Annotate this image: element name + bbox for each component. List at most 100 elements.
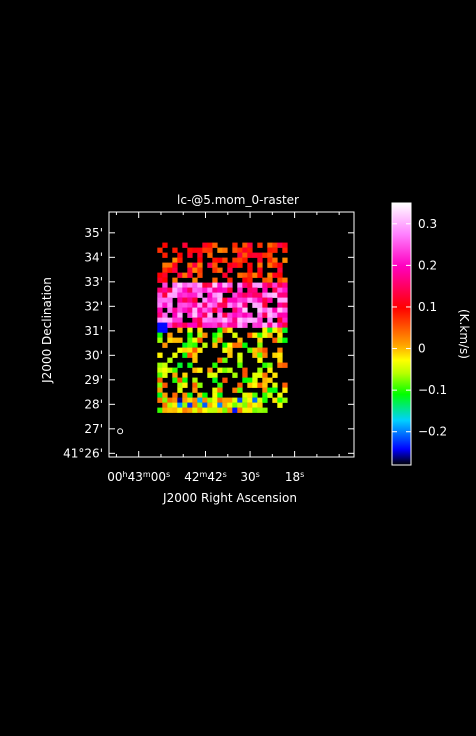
heatmap-cell	[237, 307, 243, 313]
y-tick-label: 34'	[84, 250, 103, 264]
heatmap-cell	[192, 397, 198, 403]
heatmap-cell	[192, 342, 198, 348]
heatmap-cell	[177, 327, 183, 333]
heatmap-cell	[197, 317, 203, 323]
heatmap-cell	[277, 312, 283, 318]
heatmap-cell	[277, 332, 283, 338]
heatmap-cell	[262, 292, 268, 298]
heatmap-cell	[197, 397, 203, 403]
heatmap-cell	[202, 392, 208, 398]
heatmap-cell	[192, 292, 198, 298]
heatmap-image	[157, 242, 288, 413]
heatmap-cell	[207, 407, 213, 413]
heatmap-cell	[262, 297, 268, 303]
heatmap-cell	[162, 397, 168, 403]
heatmap-cell	[212, 332, 218, 338]
heatmap-cell	[182, 407, 188, 413]
heatmap-cell	[217, 267, 223, 273]
heatmap-cell	[257, 407, 263, 413]
heatmap-cell	[172, 262, 178, 268]
heatmap-cell	[222, 342, 228, 348]
heatmap-cell	[172, 267, 178, 273]
heatmap-cell	[162, 242, 168, 248]
heatmap-cell	[197, 382, 203, 388]
heatmap-cell	[282, 247, 288, 253]
heatmap-cell	[257, 367, 263, 373]
heatmap-cell	[262, 322, 268, 328]
heatmap-cell	[187, 327, 193, 333]
heatmap-cell	[257, 262, 263, 268]
heatmap-cell	[242, 252, 248, 258]
heatmap-cell	[272, 247, 278, 253]
heatmap-cell	[182, 342, 188, 348]
heatmap-cell	[282, 282, 288, 288]
heatmap-cell	[222, 297, 228, 303]
heatmap-cell	[252, 332, 258, 338]
y-tick-label: 28'	[84, 397, 103, 411]
heatmap-cell	[222, 317, 228, 323]
colorbar-label: (K.km/s)	[457, 309, 471, 359]
heatmap-cell	[267, 297, 273, 303]
heatmap-cell	[202, 287, 208, 293]
heatmap-cell	[172, 402, 178, 408]
heatmap-cell	[227, 287, 233, 293]
heatmap-cell	[172, 352, 178, 358]
heatmap-cell	[192, 297, 198, 303]
heatmap-cell	[227, 312, 233, 318]
heatmap-cell	[252, 292, 258, 298]
heatmap-cell	[232, 312, 238, 318]
heatmap-cell	[167, 397, 173, 403]
heatmap-cell	[182, 292, 188, 298]
heatmap-cell	[222, 327, 228, 333]
heatmap-cell	[177, 272, 183, 278]
heatmap-cell	[187, 347, 193, 353]
heatmap-cell	[247, 247, 253, 253]
heatmap-cell	[247, 292, 253, 298]
heatmap-cell	[277, 297, 283, 303]
heatmap-cell	[162, 372, 168, 378]
heatmap-cell	[282, 257, 288, 263]
heatmap-cell	[257, 282, 263, 288]
heatmap-cell	[167, 337, 173, 343]
heatmap-cell	[217, 407, 223, 413]
heatmap-cell	[217, 297, 223, 303]
heatmap-cell	[282, 362, 288, 368]
heatmap-cell	[157, 287, 163, 293]
heatmap-cell	[157, 312, 163, 318]
heatmap-cell	[157, 277, 163, 283]
heatmap-cell	[157, 292, 163, 298]
heatmap-cell	[267, 292, 273, 298]
heatmap-cell	[207, 312, 213, 318]
axis-ticks	[109, 212, 354, 457]
heatmap-cell	[207, 252, 213, 258]
heatmap-cell	[237, 312, 243, 318]
heatmap-cell	[277, 392, 283, 398]
colorbar-tick-label: −0.1	[418, 383, 447, 397]
heatmap-cell	[202, 242, 208, 248]
heatmap-cell	[182, 402, 188, 408]
heatmap-cell	[157, 337, 163, 343]
heatmap-cell	[232, 247, 238, 253]
heatmap-cell	[237, 247, 243, 253]
heatmap-cell	[242, 342, 248, 348]
heatmap-cell	[272, 372, 278, 378]
heatmap-cell	[237, 352, 243, 358]
heatmap-cell	[262, 287, 268, 293]
heatmap-cell	[212, 302, 218, 308]
y-tick-label: 35'	[84, 226, 103, 240]
heatmap-cell	[197, 247, 203, 253]
heatmap-cell	[252, 407, 258, 413]
heatmap-cell	[177, 362, 183, 368]
heatmap-cell	[222, 287, 228, 293]
heatmap-cell	[282, 387, 288, 393]
heatmap-cell	[277, 287, 283, 293]
heatmap-cell	[192, 402, 198, 408]
heatmap-cell	[262, 252, 268, 258]
heatmap-cell	[282, 397, 288, 403]
heatmap-cell	[227, 322, 233, 328]
heatmap-cell	[257, 402, 263, 408]
heatmap-cell	[187, 302, 193, 308]
y-tick-label: 30'	[84, 348, 103, 362]
heatmap-cell	[172, 367, 178, 373]
heatmap-cell	[242, 317, 248, 323]
